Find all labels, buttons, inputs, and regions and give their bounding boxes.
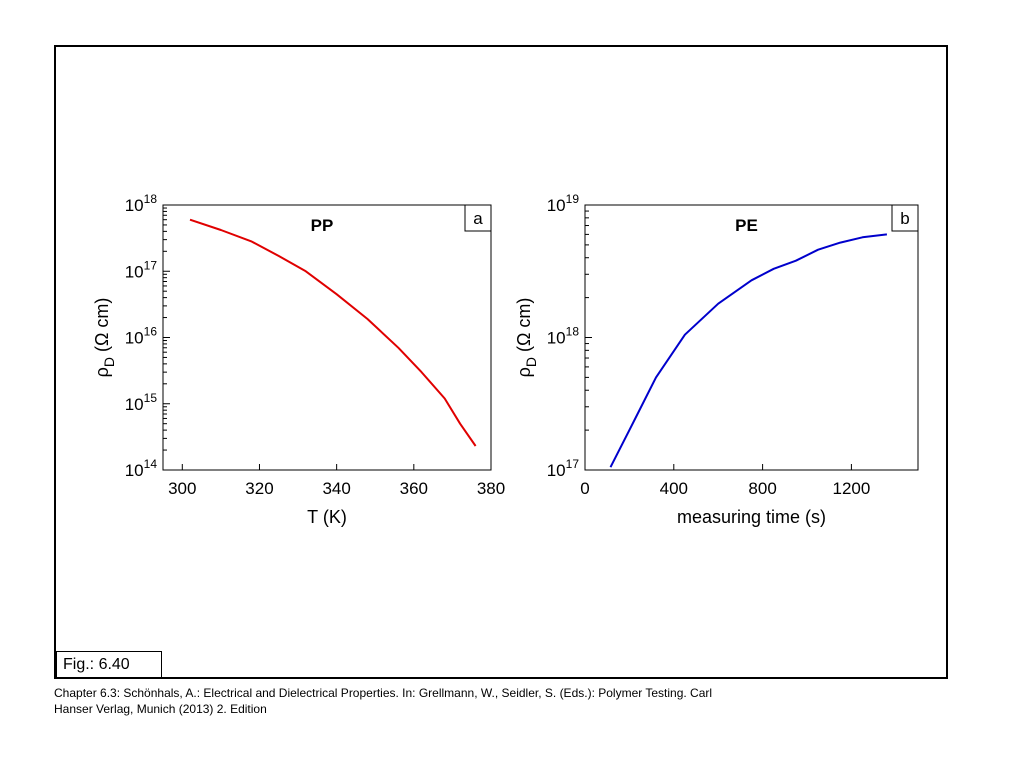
y-axis-label: ρD (Ω cm) [514, 298, 539, 378]
figure-caption: Chapter 6.3: Schönhals, A.: Electrical a… [54, 685, 954, 717]
plot-area [162, 204, 492, 471]
y-axis-label: ρD (Ω cm) [92, 298, 117, 378]
figure-label: Fig.: 6.40 [56, 651, 162, 678]
y-tick-label: 1014 [125, 457, 158, 480]
x-axis-label: measuring time (s) [677, 507, 826, 527]
x-tick-label: 400 [660, 479, 688, 498]
y-tick-label: 1015 [125, 391, 158, 414]
series-line [189, 218, 477, 447]
chart-panel-b: 0 400 800 1200 1017 1018 1019 PE b measuring time… [514, 192, 919, 527]
plot-area [584, 204, 919, 471]
chart-panel-a: 300 320 340 360 380 1014 1015 1016 1017 1018 PP a T … [92, 192, 505, 527]
x-tick-label: 360 [400, 479, 428, 498]
panel-label-box [891, 204, 919, 232]
figure-frame [54, 45, 948, 679]
y-tick-label: 1018 [125, 192, 158, 215]
x-tick-label: 320 [245, 479, 273, 498]
panel-label-box [464, 204, 492, 232]
x-tick-label: 800 [748, 479, 776, 498]
y-tick-label: 1017 [125, 258, 158, 281]
x-tick-label: 340 [322, 479, 350, 498]
x-tick-label: 1200 [832, 479, 870, 498]
panel-label: a [473, 209, 483, 228]
caption-line-2: Hanser Verlag, Munich (2013) 2. Edition [54, 702, 267, 716]
y-tick-label: 1018 [547, 325, 580, 348]
x-axis-label: T (K) [307, 507, 347, 527]
caption-line-1: Chapter 6.3: Schönhals, A.: Electrical a… [54, 686, 713, 700]
chart-title: PE [735, 216, 758, 235]
x-tick-label: 0 [580, 479, 589, 498]
x-tick-label: 380 [477, 479, 505, 498]
chart-title: PP [311, 216, 334, 235]
x-tick-label: 300 [168, 479, 196, 498]
series-line [609, 233, 888, 468]
y-tick-label: 1016 [125, 325, 158, 348]
y-tick-label: 1019 [547, 192, 580, 215]
y-tick-label: 1017 [547, 457, 580, 480]
panel-label: b [900, 209, 909, 228]
